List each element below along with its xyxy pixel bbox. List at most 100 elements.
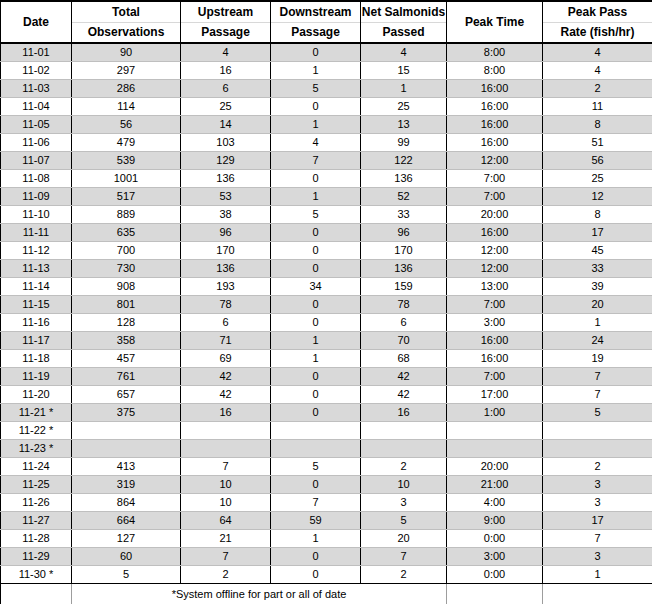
cell: 5 — [271, 458, 361, 476]
cell: 56 — [72, 116, 181, 134]
cell: 2 — [361, 458, 447, 476]
cell: 730 — [72, 260, 181, 278]
cell — [72, 440, 181, 458]
table-row: 11-184576916816:0019 — [1, 350, 652, 368]
cell: 7:00 — [447, 368, 543, 386]
table-row: 11-23 * — [1, 440, 652, 458]
col-header-peak-pass-rate: Peak Pass Rate (fish/hr) — [543, 1, 652, 43]
table-row: 11-2686410734:003 — [1, 494, 652, 512]
cell: 3 — [543, 494, 652, 512]
cell: 7 — [361, 548, 447, 566]
table-footer: *System offline for part or all of date — [1, 584, 652, 605]
cell — [447, 440, 543, 458]
cell: 42 — [361, 386, 447, 404]
cell: 5 — [361, 512, 447, 530]
cell: 2 — [361, 566, 447, 584]
cell: 1:00 — [447, 404, 543, 422]
cell: 17:00 — [447, 386, 543, 404]
table-row: 11-149081933415913:0039 — [1, 278, 652, 296]
cell: 11-26 — [1, 494, 72, 512]
cell: 45 — [543, 242, 652, 260]
cell: 42 — [181, 368, 271, 386]
cell — [361, 422, 447, 440]
cell: 11-24 — [1, 458, 72, 476]
cell: 1 — [271, 116, 361, 134]
table-row: 11-02297161158:004 — [1, 62, 652, 80]
cell: 0 — [271, 314, 361, 332]
cell: 25 — [543, 170, 652, 188]
cell: 21 — [181, 530, 271, 548]
cell: 4 — [181, 43, 271, 62]
cell: 11-13 — [1, 260, 72, 278]
table-row: 11-0647910349916:0051 — [1, 134, 652, 152]
cell: 5 — [543, 404, 652, 422]
col-header-net-salmonids: Net Salmonids Passed — [361, 1, 447, 43]
cell: 286 — [72, 80, 181, 98]
cell: 53 — [181, 188, 271, 206]
cell: 0 — [271, 43, 361, 62]
col-header-upstream-passage: Upstream Passage — [181, 1, 271, 43]
cell: 11-18 — [1, 350, 72, 368]
cell — [543, 422, 652, 440]
cell: 6 — [181, 314, 271, 332]
cell: 517 — [72, 188, 181, 206]
cell: 11-28 — [1, 530, 72, 548]
cell: 11-17 — [1, 332, 72, 350]
cell: 3 — [543, 476, 652, 494]
cell: 0 — [271, 224, 361, 242]
col-header-total-line2: Observations — [72, 22, 180, 42]
cell: 11-12 — [1, 242, 72, 260]
cell: 16:00 — [447, 98, 543, 116]
cell: 103 — [181, 134, 271, 152]
cell: 129 — [181, 152, 271, 170]
table-row: 11-206574204217:007 — [1, 386, 652, 404]
cell: 13 — [361, 116, 447, 134]
col-header-downstream-line1: Downstream — [271, 2, 360, 22]
cell: 12:00 — [447, 242, 543, 260]
cell: 12:00 — [447, 152, 543, 170]
cell: 11-19 — [1, 368, 72, 386]
cell: 0:00 — [447, 530, 543, 548]
cell: 38 — [181, 206, 271, 224]
cell: 24 — [543, 332, 652, 350]
cell: 319 — [72, 476, 181, 494]
cell: 25 — [361, 98, 447, 116]
cell: 12:00 — [447, 260, 543, 278]
cell: 635 — [72, 224, 181, 242]
table-row: 11-15801780787:0020 — [1, 296, 652, 314]
table-row: 11-21 *375160161:005 — [1, 404, 652, 422]
cell: 52 — [361, 188, 447, 206]
cell: 39 — [543, 278, 652, 296]
cell: 8 — [543, 116, 652, 134]
cell: 0 — [271, 242, 361, 260]
cell: 96 — [181, 224, 271, 242]
cell: 16:00 — [447, 224, 543, 242]
cell — [361, 440, 447, 458]
cell: 16 — [361, 404, 447, 422]
col-header-peak-time-label: Peak Time — [447, 2, 542, 42]
cell: 11-06 — [1, 134, 72, 152]
cell — [181, 440, 271, 458]
cell: 193 — [181, 278, 271, 296]
cell: 0 — [271, 476, 361, 494]
cell: 2 — [543, 458, 652, 476]
cell: 16:00 — [447, 134, 543, 152]
cell: 908 — [72, 278, 181, 296]
cell: 864 — [72, 494, 181, 512]
cell: 11-05 — [1, 116, 72, 134]
cell: 96 — [361, 224, 447, 242]
cell: 8 — [543, 206, 652, 224]
cell: 1001 — [72, 170, 181, 188]
cell: 170 — [361, 242, 447, 260]
cell: 12 — [543, 188, 652, 206]
cell: 4:00 — [447, 494, 543, 512]
cell: 136 — [181, 170, 271, 188]
col-header-rate-line2: Rate (fish/hr) — [543, 22, 652, 42]
cell: 114 — [72, 98, 181, 116]
cell: 51 — [543, 134, 652, 152]
cell: 2 — [543, 80, 652, 98]
table-row: 11-09517531527:0012 — [1, 188, 652, 206]
cell: 7:00 — [447, 188, 543, 206]
cell: 3:00 — [447, 314, 543, 332]
cell: 0 — [271, 368, 361, 386]
